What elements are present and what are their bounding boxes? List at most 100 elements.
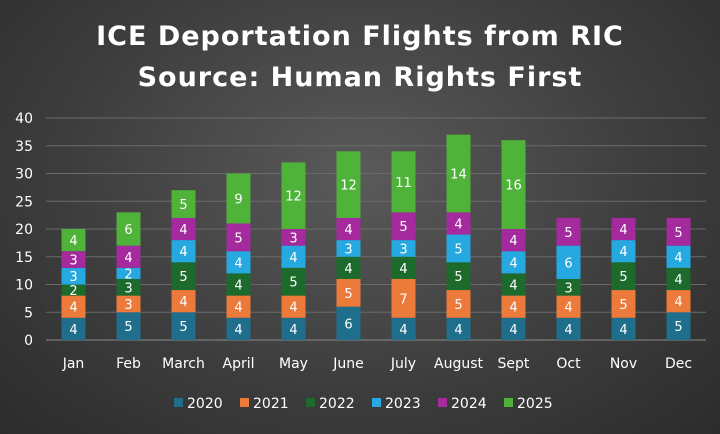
data-label: 5 bbox=[619, 298, 627, 313]
bar-segment bbox=[391, 317, 416, 340]
data-label: 4 bbox=[234, 323, 242, 338]
bar-segment bbox=[171, 190, 196, 218]
bar-segment bbox=[666, 312, 691, 340]
bar-segment bbox=[501, 229, 526, 252]
data-label: 4 bbox=[674, 295, 682, 310]
y-tick-label: 15 bbox=[15, 250, 33, 266]
legend-label: 2021 bbox=[253, 396, 289, 412]
bar-segment bbox=[501, 295, 526, 318]
bar-segment bbox=[171, 262, 196, 291]
data-label: 4 bbox=[399, 262, 407, 277]
bar-segment bbox=[446, 317, 471, 340]
bar-segment bbox=[666, 267, 691, 291]
bar-segment bbox=[171, 290, 196, 313]
data-label: 4 bbox=[509, 301, 517, 316]
data-label: 3 bbox=[124, 281, 132, 296]
legend: 2020 2021 2022 2023 2024 2025 bbox=[174, 396, 553, 412]
data-label: 11 bbox=[395, 176, 412, 191]
data-label: 4 bbox=[564, 323, 572, 338]
bar-segment bbox=[226, 295, 251, 318]
bar-segment bbox=[281, 295, 306, 318]
bar-segment bbox=[336, 278, 361, 307]
data-label: 4 bbox=[69, 234, 77, 249]
bar-segment bbox=[226, 273, 251, 296]
bar-segment bbox=[281, 162, 306, 229]
chart-title: ICE Deportation Flights from RIC bbox=[96, 21, 624, 52]
data-label: 5 bbox=[234, 231, 242, 246]
data-label: 4 bbox=[399, 323, 407, 338]
y-axis: 0 5 10 15 20 25 30 35 40 bbox=[15, 111, 33, 349]
bar-segment bbox=[61, 267, 86, 285]
bar-segment bbox=[116, 278, 141, 296]
data-label: 5 bbox=[124, 320, 132, 335]
x-tick-label: Jan bbox=[62, 356, 85, 372]
bar-segment bbox=[171, 217, 196, 241]
data-label: 4 bbox=[289, 323, 297, 338]
bar-segment bbox=[446, 234, 471, 263]
bar-segment bbox=[391, 240, 416, 257]
bar-segment bbox=[336, 217, 361, 241]
data-label: 5 bbox=[179, 198, 187, 213]
bar-segment bbox=[171, 240, 196, 263]
data-label: 4 bbox=[344, 223, 352, 238]
bar-segment bbox=[556, 245, 581, 279]
bar-segment bbox=[281, 267, 306, 296]
data-label: 3 bbox=[69, 254, 77, 269]
data-label: 3 bbox=[344, 242, 352, 257]
y-tick-label: 30 bbox=[15, 167, 33, 183]
x-tick-label: Dec bbox=[665, 356, 692, 372]
bar-segment bbox=[611, 262, 636, 291]
bar-segment bbox=[391, 256, 416, 279]
data-label: 5 bbox=[179, 320, 187, 335]
data-label: 4 bbox=[509, 323, 517, 338]
bar-segment bbox=[281, 229, 306, 246]
bar-segment bbox=[226, 223, 251, 252]
data-label: 6 bbox=[124, 223, 132, 238]
data-label: 3 bbox=[69, 270, 77, 285]
bars: 4423345332465454454444594454312654341247… bbox=[61, 134, 691, 340]
legend-swatch bbox=[438, 398, 447, 407]
data-label: 12 bbox=[285, 190, 302, 205]
data-label: 4 bbox=[509, 234, 517, 249]
data-label: 5 bbox=[289, 276, 297, 291]
bar-segment bbox=[226, 251, 251, 274]
data-label: 5 bbox=[674, 320, 682, 335]
legend-label: 2025 bbox=[517, 396, 553, 412]
x-axis: Jan Feb March April May June July August Sept Oct… bbox=[62, 356, 692, 372]
bar-segment bbox=[61, 251, 86, 268]
data-label: 4 bbox=[179, 295, 187, 310]
y-tick-label: 25 bbox=[15, 194, 33, 210]
y-tick-label: 0 bbox=[24, 333, 33, 349]
x-tick-label: Sept bbox=[498, 356, 530, 372]
data-label: 4 bbox=[454, 323, 462, 338]
y-tick-label: 20 bbox=[15, 222, 33, 238]
legend-label: 2022 bbox=[319, 396, 355, 412]
data-label: 5 bbox=[454, 298, 462, 313]
data-label: 5 bbox=[399, 220, 407, 235]
x-tick-label: Feb bbox=[116, 356, 141, 372]
data-label: 4 bbox=[289, 301, 297, 316]
bar-segment bbox=[501, 273, 526, 296]
bar-segment bbox=[61, 295, 86, 318]
data-label: 14 bbox=[450, 168, 467, 183]
bar-segment bbox=[116, 245, 141, 268]
data-label: 4 bbox=[674, 273, 682, 288]
data-label: 3 bbox=[289, 231, 297, 246]
data-label: 5 bbox=[674, 226, 682, 241]
bar-segment bbox=[281, 245, 306, 268]
bar-segment bbox=[611, 240, 636, 263]
data-label: 9 bbox=[234, 192, 242, 207]
data-label: 4 bbox=[674, 251, 682, 266]
bar-segment bbox=[556, 317, 581, 340]
bar-segment bbox=[501, 317, 526, 340]
x-tick-label: August bbox=[434, 356, 484, 372]
data-label: 4 bbox=[564, 301, 572, 316]
bar-segment bbox=[446, 212, 471, 235]
y-tick-label: 10 bbox=[15, 278, 33, 294]
y-tick-label: 5 bbox=[24, 305, 33, 321]
bar-segment bbox=[556, 278, 581, 296]
bar-segment bbox=[666, 217, 691, 246]
bar-segment bbox=[666, 245, 691, 268]
bar-segment bbox=[446, 290, 471, 318]
